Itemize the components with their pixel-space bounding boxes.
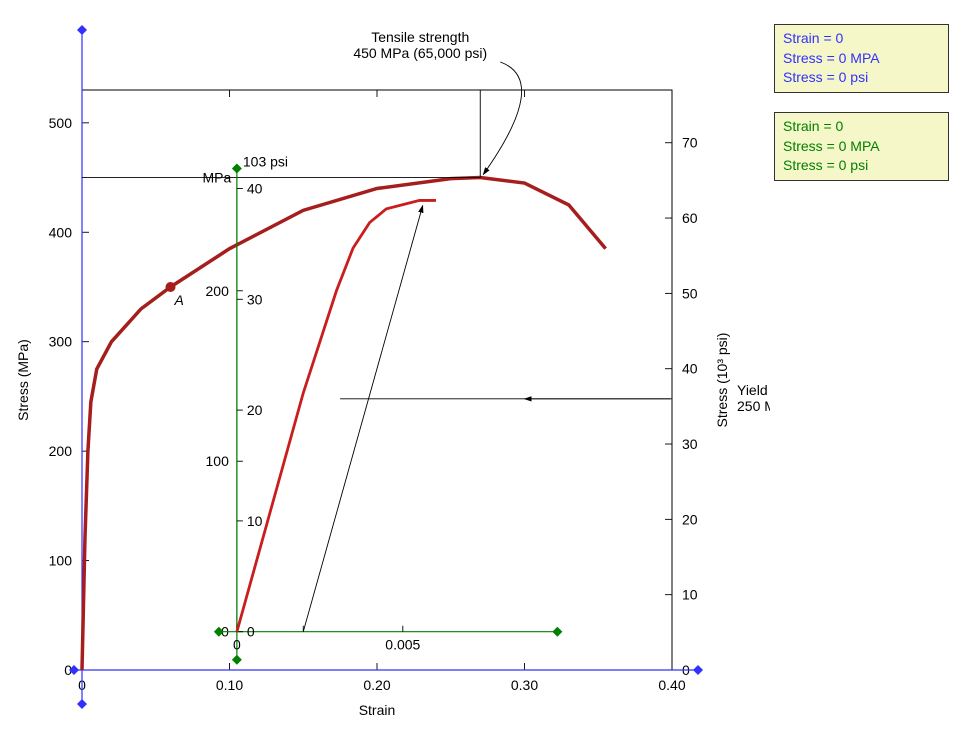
ytick-right: 50 bbox=[682, 285, 698, 301]
inset-xtick: 0 bbox=[233, 637, 241, 653]
ytick-right: 20 bbox=[682, 511, 698, 527]
tensile-label-2: 450 MPa (65,000 psi) bbox=[353, 45, 487, 61]
inset-ytick-right: 30 bbox=[247, 291, 263, 307]
point-a-label: A bbox=[174, 292, 184, 308]
x-axis-label: Strain bbox=[359, 702, 396, 718]
info-line: Stress = 0 psi bbox=[783, 156, 940, 176]
ytick-right: 10 bbox=[682, 587, 698, 603]
inset-ytick-right: 20 bbox=[247, 402, 263, 418]
info-line: Strain = 0 bbox=[783, 117, 940, 137]
inset-psi-label: 103 psi bbox=[243, 153, 288, 169]
main-stress-strain-curve bbox=[82, 178, 606, 670]
plot-frame bbox=[82, 90, 672, 670]
info-line: Stress = 0 MPA bbox=[783, 137, 940, 157]
info-line: Strain = 0 bbox=[783, 29, 940, 49]
inset-ytick-right: 0 bbox=[247, 624, 255, 640]
point-a-marker bbox=[166, 282, 176, 292]
ytick-left: 500 bbox=[49, 115, 73, 131]
inset-ytick-right: 10 bbox=[247, 513, 263, 529]
ytick-left: 100 bbox=[49, 553, 73, 569]
ytick-right: 70 bbox=[682, 135, 698, 151]
inset-xtick: 0.005 bbox=[385, 637, 420, 653]
xtick: 0.30 bbox=[511, 677, 538, 693]
info-box-blue: Strain = 0 Stress = 0 MPA Stress = 0 psi bbox=[774, 24, 949, 93]
tensile-arrow bbox=[483, 62, 521, 175]
inset-ytick-left: 100 bbox=[206, 453, 230, 469]
inset-mpa-label: MPa bbox=[202, 169, 231, 185]
ytick-left: 400 bbox=[49, 224, 73, 240]
xtick: 0.40 bbox=[658, 677, 685, 693]
inset-ytick-right: 40 bbox=[247, 180, 263, 196]
inset-ytick-left: 200 bbox=[206, 283, 230, 299]
info-box-green: Strain = 0 Stress = 0 MPA Stress = 0 psi bbox=[774, 112, 949, 181]
yield-label-2: 250 MPa (36,000 psi) bbox=[737, 398, 770, 414]
y-axis-label-right: Stress (10³ psi) bbox=[714, 333, 730, 428]
info-line: Stress = 0 MPA bbox=[783, 49, 940, 69]
xtick: 0.10 bbox=[216, 677, 243, 693]
ytick-right: 30 bbox=[682, 436, 698, 452]
xtick: 0.20 bbox=[363, 677, 390, 693]
offset-line bbox=[303, 206, 422, 632]
y-axis-label-left: Stress (MPa) bbox=[15, 339, 31, 421]
stress-strain-chart: 010020030040050001020304050607000.100.20… bbox=[10, 10, 770, 750]
tensile-label-1: Tensile strength bbox=[371, 29, 469, 45]
ytick-right: 60 bbox=[682, 210, 698, 226]
ytick-left: 300 bbox=[49, 334, 73, 350]
ytick-right: 40 bbox=[682, 361, 698, 377]
info-line: Stress = 0 psi bbox=[783, 68, 940, 88]
yield-label-1: Yield strength bbox=[737, 382, 770, 398]
ytick-left: 200 bbox=[49, 443, 73, 459]
